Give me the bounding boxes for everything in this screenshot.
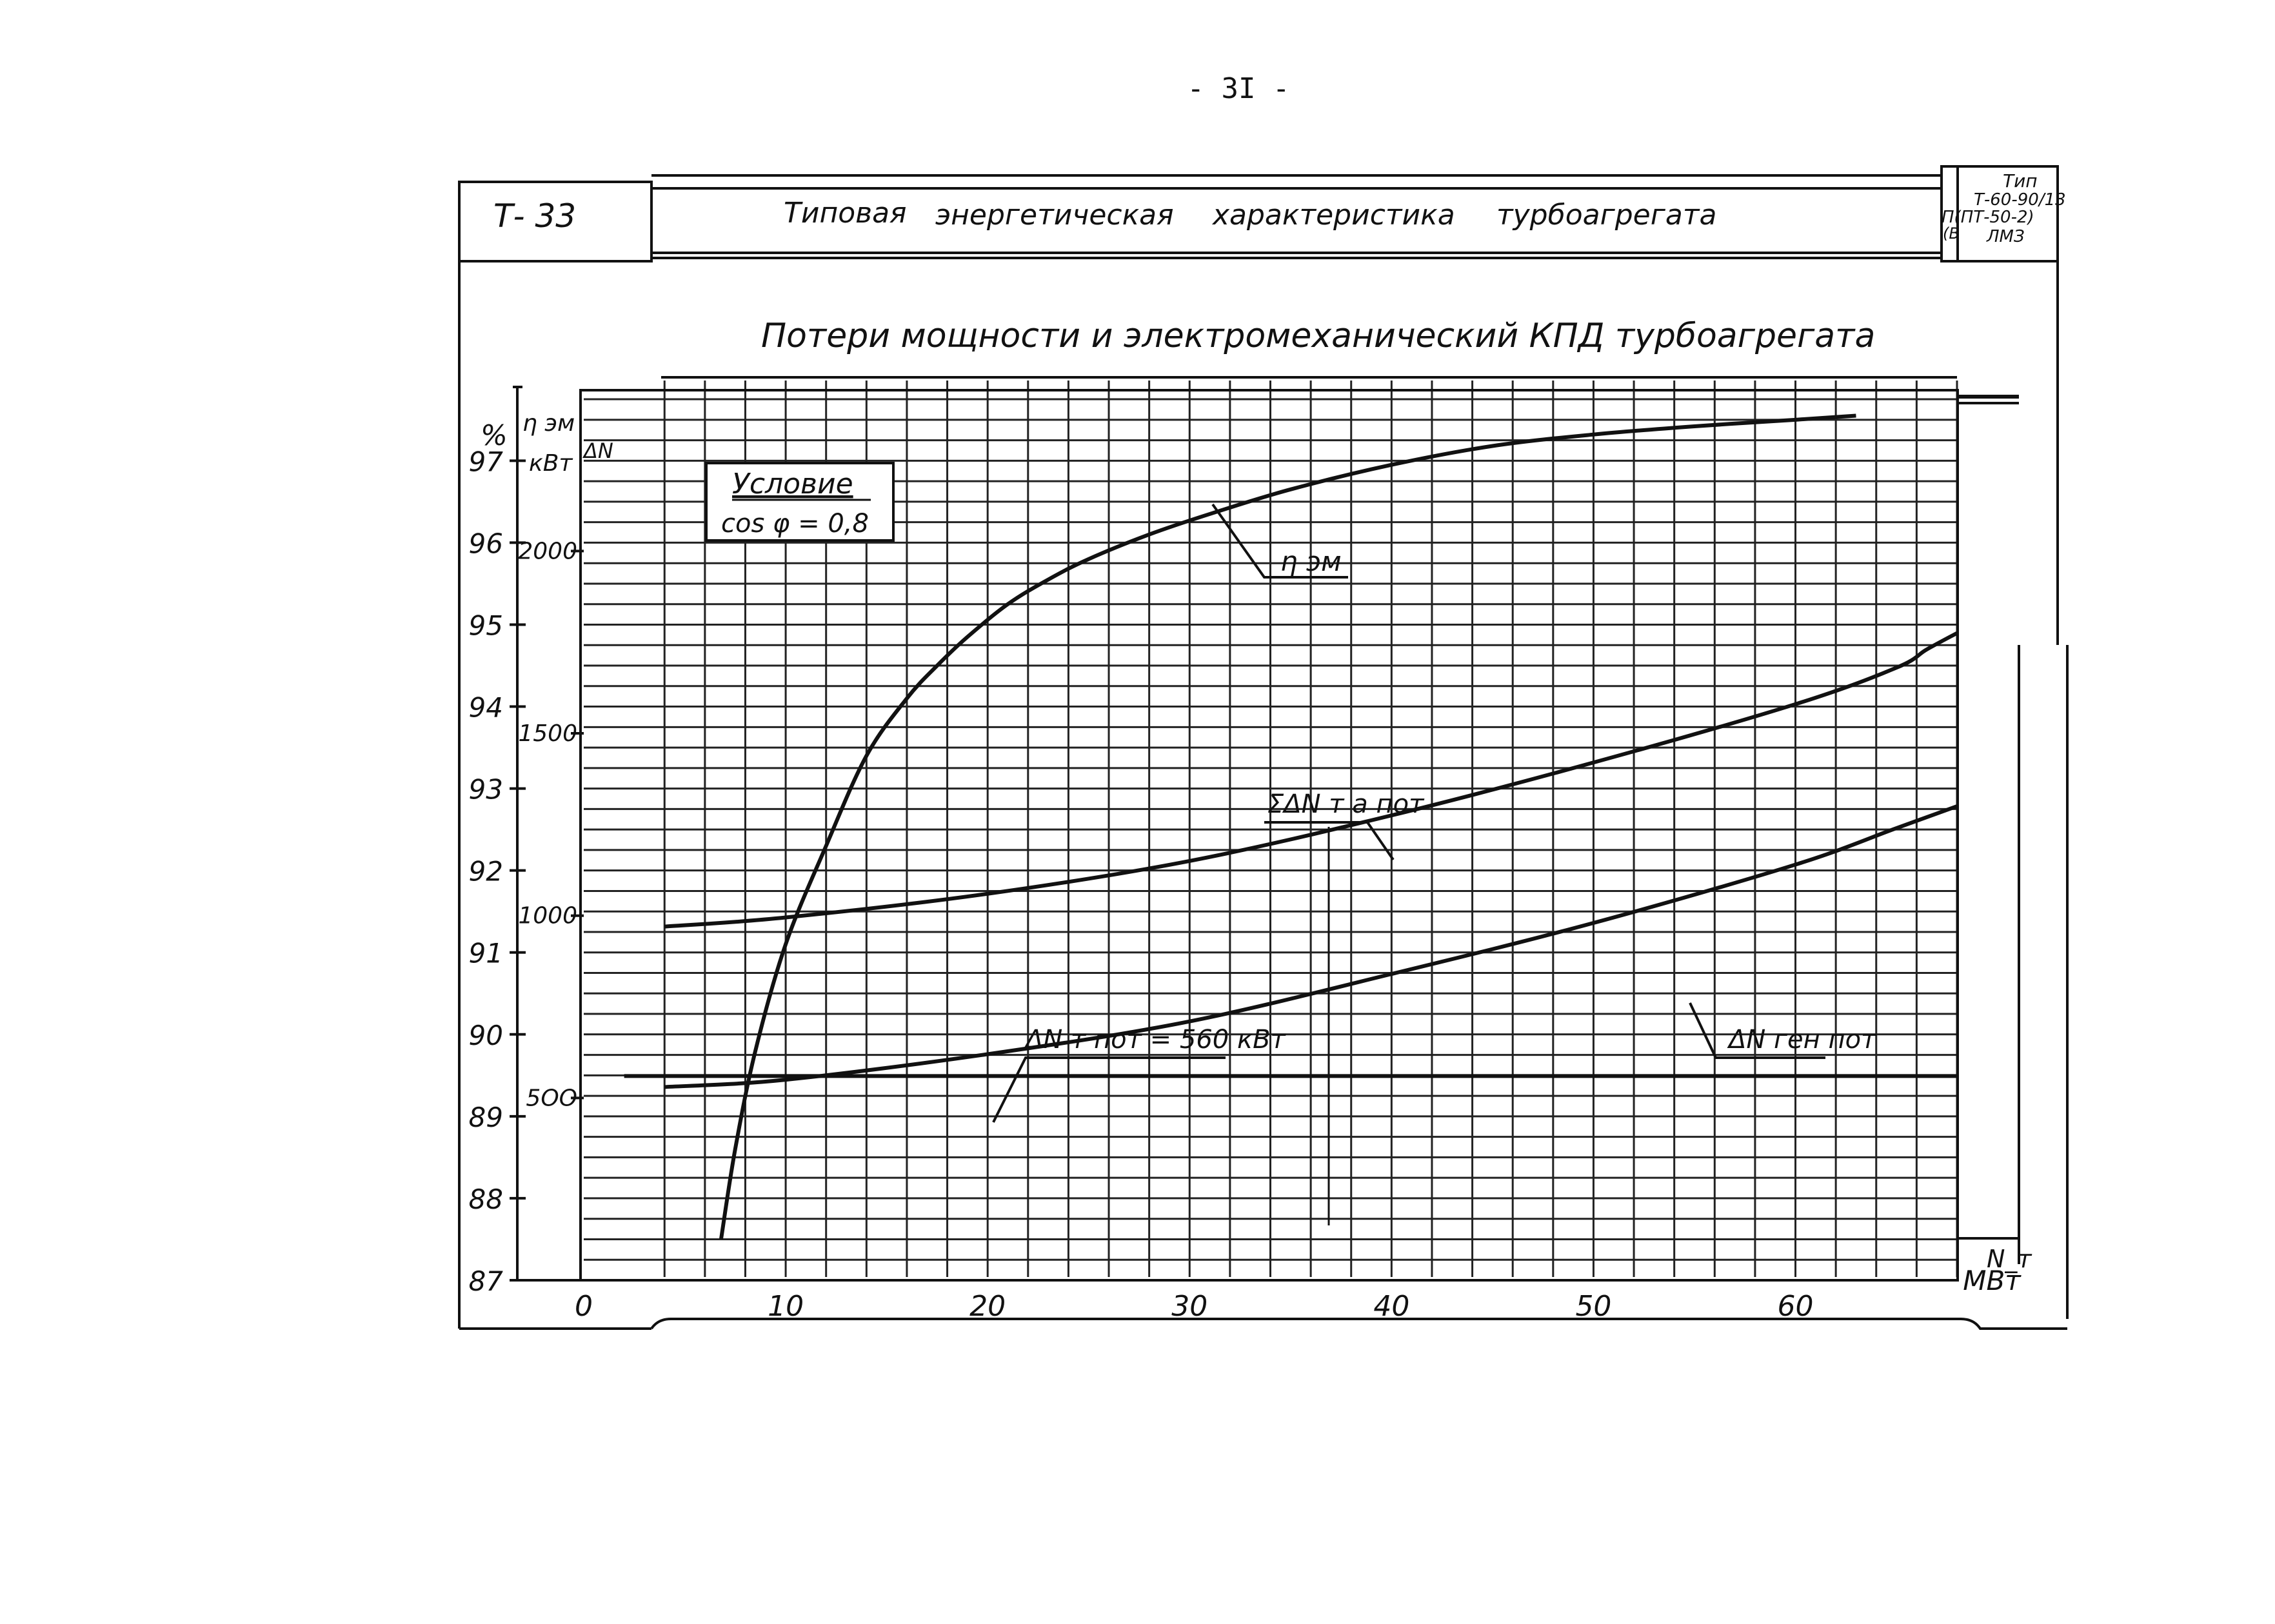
curve-generator-losses <box>664 804 1958 1089</box>
x-tick-label: 60 <box>1778 1290 1814 1323</box>
type-box-line-4: (В <box>1943 224 1960 243</box>
header-stamp: Т- 33 Типовая энергетическая характерист… <box>458 165 2069 1329</box>
y-left-axis-label: η эм <box>522 410 575 437</box>
chart-annotations: η эм ΣΔN т а пот ΔN ген пот ΔN т пот = 560 … <box>992 503 1877 1225</box>
y-right-tick-label: 2000 <box>518 538 577 564</box>
y-right-tick-label: 1500 <box>518 720 577 747</box>
type-box-line-3: П(ПТ-50-2) <box>1942 208 2034 227</box>
y-left-tick-label: 93 <box>469 774 503 806</box>
label-sum-losses: ΣΔN т а пот <box>1267 789 1425 819</box>
y-left-tick-label: 88 <box>469 1183 503 1215</box>
label-eta-em: η эм <box>1280 546 1342 577</box>
header-title-word-2: энергетическая <box>935 199 1174 232</box>
x-axis-label: N_т <box>1987 1245 2032 1273</box>
type-box-line-2: Т-60-90/13 <box>1974 190 2066 210</box>
x-tick-label: 10 <box>768 1290 804 1323</box>
page-number: - 3I - <box>1187 72 1290 105</box>
condition-text: cos φ = 0,8 <box>721 509 869 539</box>
chart-grid <box>584 381 1958 1277</box>
sheet-code: Т- 33 <box>493 197 576 235</box>
header-title-word-1: Типовая <box>784 197 907 230</box>
x-tick-label: 0 <box>575 1290 593 1323</box>
label-generator-losses: ΔN ген пот <box>1727 1025 1877 1055</box>
y-left-tick-label: 92 <box>469 856 503 887</box>
y-left-unit: % <box>481 419 508 452</box>
chart-plot: 87 88 89 90 91 92 93 94 95 96 97% η эм кВт ΔN 5ОО 1000 1… <box>469 376 2032 1323</box>
x-axis-unit: МВт <box>1963 1265 2022 1296</box>
y-left-tick-label: 91 <box>469 938 503 969</box>
x-tick-label: 40 <box>1373 1290 1409 1323</box>
x-tick-label: 20 <box>969 1290 1006 1323</box>
bottom-frame <box>459 1318 2067 1330</box>
x-tick-label: 30 <box>1171 1290 1207 1323</box>
y-right-tick-label: 5ОО <box>526 1085 577 1111</box>
condition-heading: Условие <box>732 468 853 500</box>
y-right-axis-label: ΔN <box>582 439 613 463</box>
header-title-word-4: турбоагрегата <box>1496 199 1716 232</box>
curve-eta-em <box>719 413 1856 1240</box>
leader-eta-em <box>1211 503 1348 579</box>
chart-title: Потери мощности и электромеханический КП… <box>761 317 1875 355</box>
y-right-tick-label: 1000 <box>518 903 577 929</box>
y-left-tick-label: 94 <box>469 692 503 724</box>
curve-sum-losses <box>664 631 1958 929</box>
y-left-tick-label: 90 <box>469 1020 503 1051</box>
leader-turbine-losses <box>992 1056 1226 1123</box>
condition-box: Условие cos φ = 0,8 <box>705 462 895 542</box>
type-box-line-1: Тип <box>2003 170 2038 192</box>
leader-sum-losses <box>1264 821 1395 861</box>
leader-generator-losses <box>1689 1002 1825 1059</box>
y-left-tick-label: 95 <box>469 609 503 641</box>
x-tick-label: 50 <box>1575 1290 1611 1323</box>
chart-series <box>624 413 1958 1240</box>
y-left-tick-label: 96 <box>469 528 503 559</box>
y-left-tick-label: 87 <box>469 1265 504 1297</box>
y-left-tick-label: 89 <box>469 1102 503 1133</box>
header-title-word-3: характеристика <box>1211 199 1455 232</box>
y-right-unit: кВт <box>529 450 573 477</box>
chart-axes: 87 88 89 90 91 92 93 94 95 96 97% η эм кВт ΔN 5ОО 1000 1… <box>469 386 2032 1323</box>
type-box-line-5: ЛМЗ <box>1986 227 2025 246</box>
label-turbine-losses: ΔN т пот = 560 кВт <box>1024 1025 1287 1055</box>
y-left-tick-label: 97 <box>469 446 504 477</box>
